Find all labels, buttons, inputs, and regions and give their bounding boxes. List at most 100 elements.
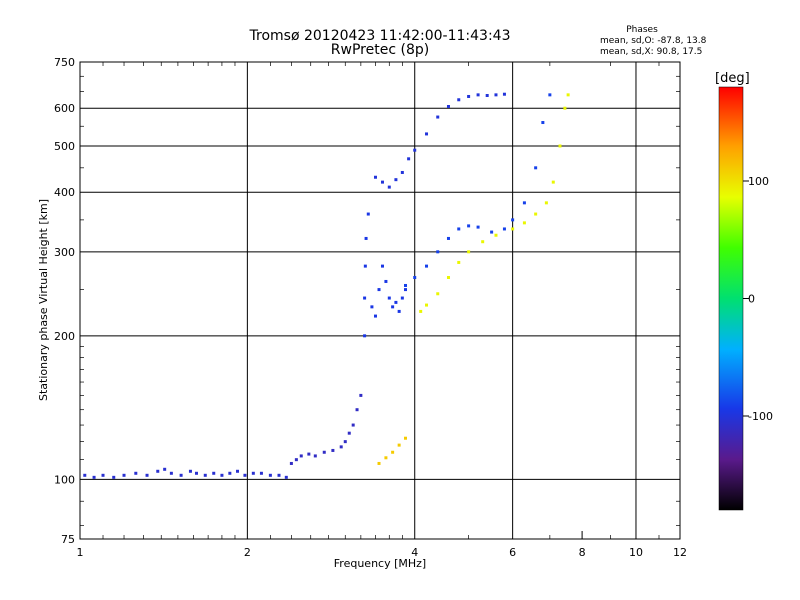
x-tick-label: 6: [509, 546, 516, 559]
data-point: [194, 471, 198, 475]
data-point: [511, 218, 515, 222]
data-point: [394, 300, 398, 304]
data-point: [397, 443, 401, 447]
data-point: [467, 224, 471, 228]
data-point: [384, 279, 388, 283]
y-tick-label: 750: [54, 56, 75, 69]
data-point: [502, 92, 506, 96]
data-point: [548, 93, 552, 97]
colorbar-tick-label: -100: [748, 410, 773, 423]
data-point: [373, 175, 377, 179]
data-point: [101, 473, 105, 477]
data-point: [322, 450, 326, 454]
data-point: [343, 440, 347, 444]
data-point: [83, 473, 87, 477]
data-point: [391, 450, 395, 454]
x-tick-label: 12: [673, 546, 687, 559]
data-point: [566, 93, 570, 97]
data-point: [351, 423, 355, 427]
data-point: [370, 305, 374, 309]
data-point: [446, 105, 450, 109]
data-point: [145, 473, 149, 477]
data-point: [92, 475, 96, 479]
data-point: [122, 473, 126, 477]
data-point: [544, 201, 548, 205]
x-tick-label: 1: [77, 546, 84, 559]
x-axis-label: Frequency [MHz]: [334, 557, 426, 570]
data-point: [134, 471, 138, 475]
data-point: [522, 221, 526, 225]
x-tick-label: 10: [629, 546, 643, 559]
data-point: [251, 471, 255, 475]
colorbar-tick-label: 100: [748, 175, 769, 188]
data-point: [331, 448, 335, 452]
data-point: [563, 106, 567, 110]
data-point: [380, 180, 384, 184]
x-tick-labels: 1 2 4 6 8 10 12: [77, 546, 688, 559]
data-point: [476, 93, 480, 97]
data-point: [307, 452, 311, 456]
chart-title: Tromsø 20120423 11:42:00-11:43:43: [249, 28, 511, 44]
data-point: [534, 212, 538, 216]
data-point: [541, 121, 545, 125]
data-point: [203, 473, 207, 477]
data-point: [485, 94, 489, 98]
y-tick-label: 75: [61, 533, 75, 546]
y-tick-label: 300: [54, 246, 75, 259]
data-point: [289, 461, 293, 465]
data-point: [259, 471, 263, 475]
x-tick-label: 8: [579, 546, 586, 559]
data-point: [387, 185, 391, 189]
data-point: [212, 471, 216, 475]
data-point: [494, 93, 498, 97]
data-point: [494, 233, 498, 237]
chart-subtitle: RwPretec (8p): [331, 42, 429, 58]
data-point: [400, 296, 404, 300]
data-point: [363, 334, 367, 338]
data-point: [404, 288, 408, 292]
data-point: [457, 227, 461, 231]
y-tick-label: 500: [54, 140, 75, 153]
data-point: [457, 98, 461, 102]
data-point: [112, 475, 116, 479]
data-point: [377, 288, 381, 292]
data-point: [404, 283, 408, 287]
data-point: [413, 276, 417, 280]
data-point: [359, 393, 363, 397]
data-point: [394, 178, 398, 182]
data-point: [377, 461, 381, 465]
data-point: [457, 260, 461, 264]
data-point: [558, 144, 562, 148]
data-point: [425, 303, 429, 307]
data-point: [294, 458, 298, 462]
phase-stats-title: Phases: [626, 25, 658, 35]
data-point: [467, 250, 471, 254]
phase-stats-x: mean, sd,X: 90.8, 17.5: [600, 47, 702, 57]
y-tick-label: 100: [54, 473, 75, 486]
data-point: [387, 296, 391, 300]
data-point: [228, 471, 232, 475]
data-point: [446, 276, 450, 280]
data-point: [163, 467, 167, 471]
data-point: [373, 314, 377, 318]
colorbar-label: [deg]: [715, 71, 750, 86]
data-point: [413, 148, 417, 152]
data-point: [502, 227, 506, 231]
data-point: [476, 225, 480, 229]
plot-frame: [79, 61, 681, 540]
colorbar-tick-label: 0: [748, 293, 755, 306]
colorbar-ticks: 100 0 -100: [743, 175, 773, 423]
data-point: [347, 431, 351, 435]
data-point: [511, 227, 515, 231]
colorbar: [deg] 100 0 -100: [715, 71, 773, 511]
data-point: [425, 264, 429, 268]
data-point: [404, 436, 408, 440]
data-point: [188, 469, 192, 473]
phase-stats-o: mean, sd,O: -87.8, 13.8: [600, 36, 707, 46]
data-point: [339, 445, 343, 449]
data-point: [446, 236, 450, 240]
colorbar-gradient: [718, 86, 744, 511]
data-point: [156, 469, 160, 473]
data-point: [490, 230, 494, 234]
